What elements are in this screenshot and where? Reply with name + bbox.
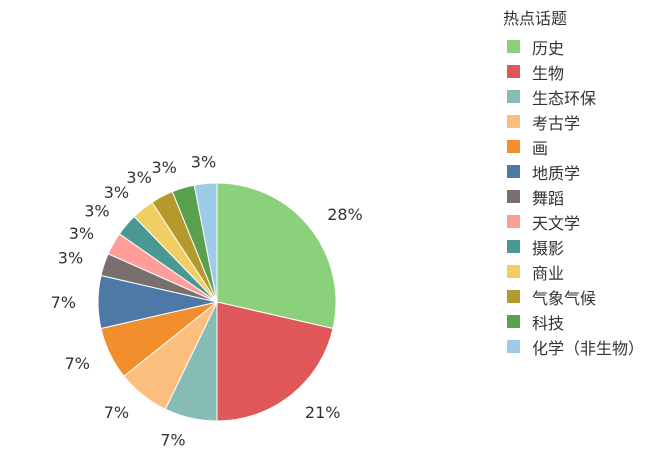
legend-item[interactable]: 历史 bbox=[503, 34, 663, 59]
legend-title: 热点话题 bbox=[503, 9, 568, 28]
legend-label: 舞蹈 bbox=[532, 188, 565, 208]
legend-label: 化学（非生物） bbox=[532, 338, 645, 358]
legend-swatch bbox=[507, 265, 520, 278]
legend-item[interactable]: 生物 bbox=[503, 59, 663, 84]
slice-percent-label: 3% bbox=[69, 224, 94, 243]
legend-swatch bbox=[507, 240, 520, 253]
legend-label: 考古学 bbox=[532, 113, 581, 133]
slice-percent-label: 7% bbox=[65, 354, 90, 373]
legend-item[interactable]: 画 bbox=[503, 134, 663, 159]
legend-label: 生物 bbox=[532, 63, 565, 83]
pie-slice[interactable] bbox=[216, 182, 337, 330]
pie-slice[interactable] bbox=[193, 182, 218, 303]
slice-percent-label: 3% bbox=[104, 183, 129, 202]
legend-item[interactable]: 天文学 bbox=[503, 209, 663, 234]
legend-item[interactable]: 考古学 bbox=[503, 109, 663, 134]
slice-percent-label: 28% bbox=[327, 205, 363, 224]
slice-percent-label: 3% bbox=[58, 249, 83, 268]
slice-percent-label: 3% bbox=[84, 202, 109, 221]
legend-item[interactable]: 化学（非生物） bbox=[503, 334, 663, 359]
legend-label: 历史 bbox=[532, 38, 565, 58]
legend-label: 摄影 bbox=[532, 238, 565, 258]
legend-item[interactable]: 舞蹈 bbox=[503, 184, 663, 209]
legend-swatch bbox=[507, 65, 520, 78]
legend-item[interactable]: 地质学 bbox=[503, 159, 663, 184]
slice-percent-label: 3% bbox=[126, 168, 151, 187]
legend-item[interactable]: 气象气候 bbox=[503, 284, 663, 309]
pie-slices bbox=[97, 182, 337, 422]
legend-label: 天文学 bbox=[532, 213, 581, 233]
legend-label: 商业 bbox=[532, 263, 565, 283]
legend: 热点话题 历史生物生态环保考古学画地质学舞蹈天文学摄影商业气象气候科技化学（非生… bbox=[503, 8, 663, 359]
legend-label: 气象气候 bbox=[532, 288, 597, 308]
slice-percent-label: 3% bbox=[191, 153, 216, 172]
slice-percent-label: 21% bbox=[305, 403, 341, 422]
slice-percent-label: 7% bbox=[51, 293, 76, 312]
legend-swatch bbox=[507, 315, 520, 328]
legend-swatch bbox=[507, 115, 520, 128]
legend-item[interactable]: 生态环保 bbox=[503, 84, 663, 109]
legend-label: 画 bbox=[532, 138, 549, 158]
legend-item[interactable]: 摄影 bbox=[503, 234, 663, 259]
legend-swatch bbox=[507, 290, 520, 303]
slice-percent-label: 7% bbox=[160, 431, 185, 450]
legend-label: 地质学 bbox=[532, 163, 581, 183]
pie-chart: 28%21%7%7%7%7%3%3%3%3%3%3% 3% bbox=[51, 153, 363, 450]
legend-swatch bbox=[507, 140, 520, 153]
slice-percent-label: 3% bbox=[152, 158, 177, 177]
legend-swatch bbox=[507, 340, 520, 353]
slice-percent-label: 7% bbox=[104, 403, 129, 422]
legend-item[interactable]: 商业 bbox=[503, 259, 663, 284]
legend-label: 生态环保 bbox=[532, 88, 597, 108]
legend-swatch bbox=[507, 90, 520, 103]
legend-swatch bbox=[507, 40, 520, 53]
pie-labels: 28%21%7%7%7%7%3%3%3%3%3%3% 3% bbox=[51, 153, 363, 450]
legend-swatch bbox=[507, 165, 520, 178]
legend-swatch bbox=[507, 190, 520, 203]
legend-label: 科技 bbox=[532, 313, 565, 333]
legend-item[interactable]: 科技 bbox=[503, 309, 663, 334]
legend-items: 历史生物生态环保考古学画地质学舞蹈天文学摄影商业气象气候科技化学（非生物） bbox=[503, 34, 663, 359]
legend-swatch bbox=[507, 215, 520, 228]
pie-slice[interactable] bbox=[216, 301, 334, 422]
